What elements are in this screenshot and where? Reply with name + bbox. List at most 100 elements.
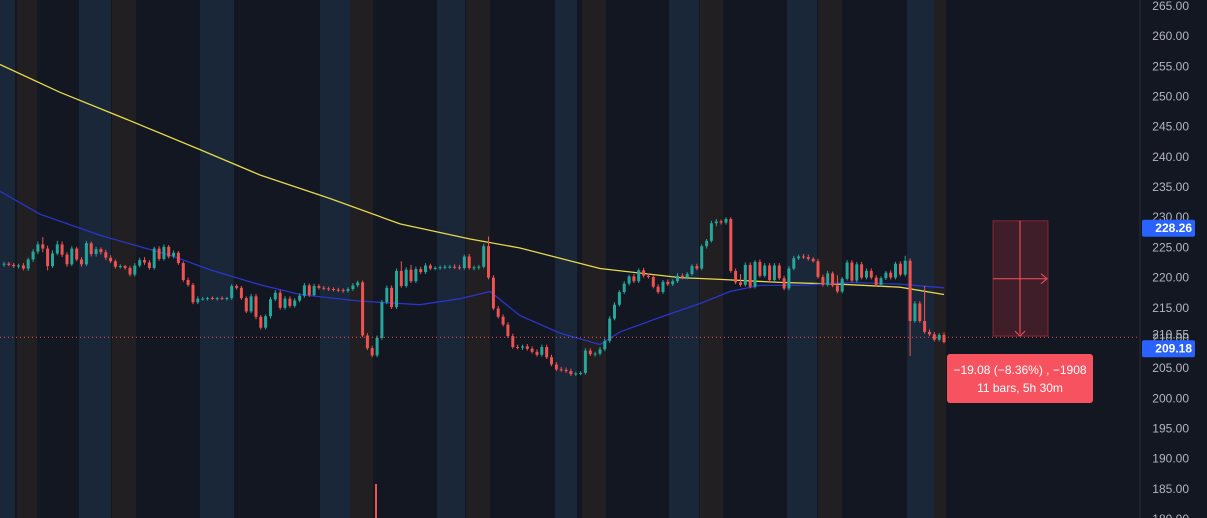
candle-body [942,334,946,343]
measure-change-text: −19.08 (−8.36%) , −1908 [953,362,1087,377]
candle [113,259,117,269]
session-band [0,0,15,518]
candle [210,296,214,300]
candle-body [235,286,239,288]
candle-body [41,244,45,249]
candle [104,249,108,261]
candle-body [928,331,931,335]
candle [75,246,79,262]
candle [385,285,389,305]
candle-body [94,249,98,254]
session-shading [0,0,946,518]
candle [65,252,69,267]
measure-overlay[interactable] [0,220,1140,338]
candle-body [729,219,733,271]
candle [705,239,709,249]
candle-body [385,287,389,303]
candle [375,335,379,358]
candle [850,260,854,283]
candle-body [70,248,74,265]
candle-body [923,321,927,332]
candle-body [608,318,612,341]
candle [482,243,486,269]
candle-body [491,277,495,309]
candle [157,246,161,261]
candle [307,283,311,297]
candle [346,287,350,293]
price-tick-label: 260.00 [1152,29,1189,43]
candle-body [7,263,11,265]
candle-body [84,243,88,265]
candle-body [157,248,161,259]
candle [109,255,113,264]
candle [302,283,306,298]
candle-body [419,269,423,273]
candle [167,245,171,259]
candle-body [550,357,553,365]
session-band [350,0,373,518]
candle-body [138,260,142,266]
candle-body [671,281,675,285]
candle-body [104,252,108,258]
candle-body [709,223,713,241]
session-band [669,0,699,518]
candle-body [113,261,117,267]
candle-body [65,254,69,265]
candle-body [826,273,830,285]
candle-body [244,298,248,312]
ma-price-tag-bg [1142,219,1195,237]
candle-body [356,282,360,286]
candle [162,244,166,261]
candle-body [656,286,660,292]
candle-body [453,266,457,268]
price-tick-label: 200.00 [1152,391,1189,405]
candle [622,281,626,294]
candle-body [768,265,772,280]
candle-body [627,276,631,284]
candle [491,275,495,311]
candle [404,267,408,288]
candle [472,265,476,271]
hidden-price-label: 210.55 [1152,328,1189,342]
candle-body [414,269,418,282]
session-band [700,0,723,518]
price-tick-label: 250.00 [1152,90,1189,104]
candle [462,254,466,270]
candle-body [220,298,224,300]
candle-body [860,264,864,278]
candle [709,220,713,243]
candle-body [787,268,791,289]
candle [298,293,302,303]
candle [845,260,849,281]
candle-body [181,263,185,280]
candle [147,260,151,270]
candle [879,276,883,287]
candle-body [99,249,103,253]
candle [802,254,805,259]
candle-body [574,373,578,375]
candle-body [273,292,277,300]
candle [777,263,781,280]
candle-body [307,285,311,296]
candle [433,266,437,271]
candle-body [797,256,801,259]
candle [690,264,694,276]
candle [806,254,810,261]
candlesticks [2,217,946,518]
candle [855,261,859,283]
candle [55,240,59,256]
candle-body [239,287,243,299]
candle [734,268,738,285]
candle [443,264,447,270]
candle-body [438,267,442,269]
candle [380,299,384,340]
candle [2,261,6,267]
candle [128,266,132,277]
candle [729,217,733,273]
candle [390,285,394,309]
candle-body [666,281,670,285]
price-axis[interactable]: 265.00 260.00 255.00 250.00 245.00 240.00 235.… [1142,0,1195,518]
candle [477,264,481,270]
candle [942,332,946,344]
